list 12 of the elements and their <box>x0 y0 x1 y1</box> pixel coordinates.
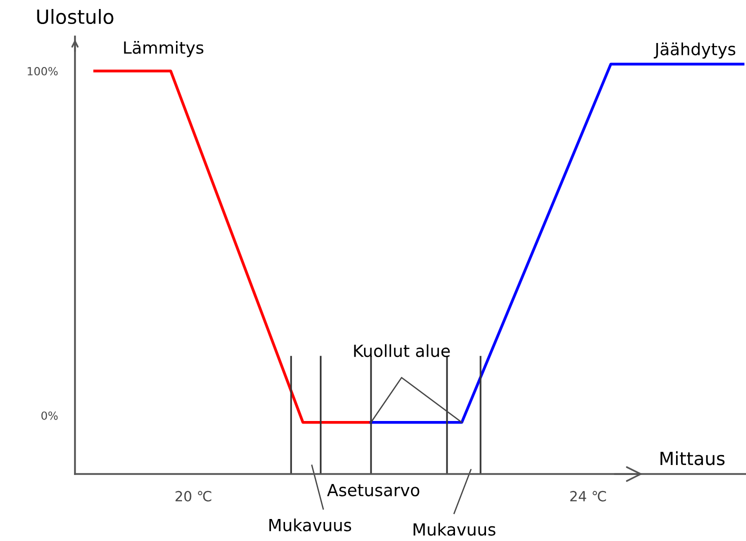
y-axis-title: Ulostulo <box>37 9 114 24</box>
series-label: Lämmitys <box>124 41 204 58</box>
y-tick-label: 0% <box>41 411 58 420</box>
text: Mukavuus <box>269 518 352 532</box>
y-tick-label: 100% <box>28 66 58 76</box>
text: Mukavuus <box>414 522 496 536</box>
x-tick-label: 24 ℃ <box>570 490 606 502</box>
text: Asetusarvo <box>327 484 420 496</box>
series-label: Jäähdytys <box>654 42 736 59</box>
x-axis-title: Mittaus <box>660 451 725 466</box>
x-tick-label: 20 ℃ <box>176 490 212 502</box>
annotation: Kuollut alue <box>354 344 450 358</box>
